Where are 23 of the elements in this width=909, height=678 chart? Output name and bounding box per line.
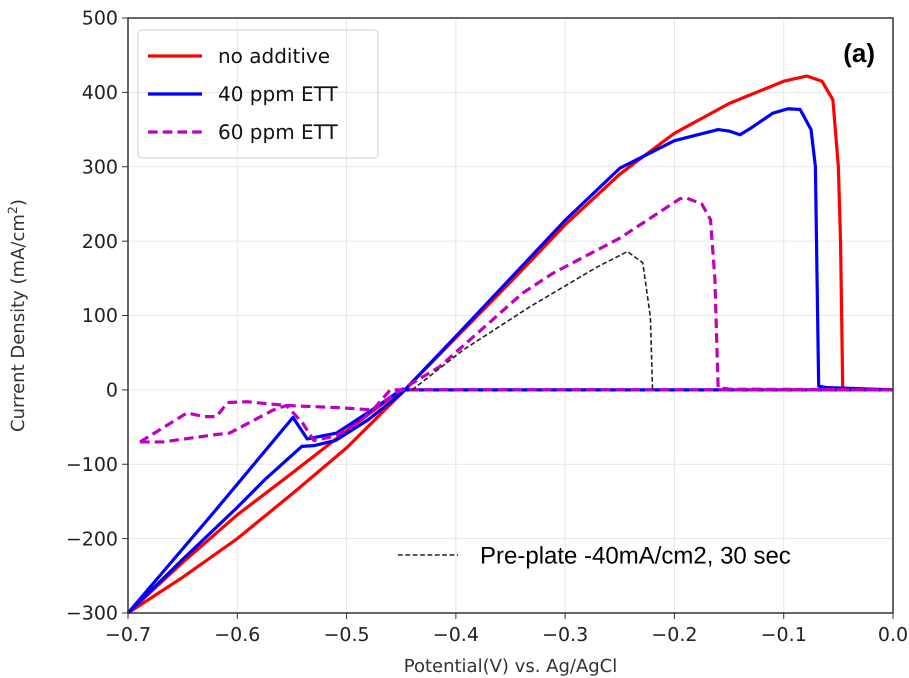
y-tick-label: 100 [82,305,118,328]
y-tick-label: 400 [82,82,118,104]
x-tick-label: −0.7 [104,624,152,646]
y-tick-label: −300 [66,602,118,625]
legend-label: no additive [218,44,330,68]
x-tick-label: −0.5 [324,624,370,646]
y-tick-label: −200 [66,528,118,550]
legend-label: 60 ppm ETT [218,120,339,144]
y-tick-label: 200 [82,230,118,253]
y-tick-label: 0 [106,380,118,402]
annotation: Pre-plate -40mA/cm2, 30 sec [480,542,791,570]
annotation: (a) [843,38,875,68]
x-axis-title: Potential(V) vs. Ag/AgCl [404,656,618,677]
y-tick-label: 300 [82,156,118,178]
y-tick-label: −100 [66,454,118,476]
x-tick-label: −0.2 [651,624,698,646]
legend-label: 40 ppm ETT [218,82,339,106]
x-tick-label: −0.3 [542,624,588,646]
x-tick-label: 0.0 [878,624,908,646]
y-tick-label: 500 [82,8,118,30]
x-tick-label: −0.4 [432,624,479,646]
x-tick-label: −0.6 [214,624,260,646]
x-tick-label: −0.1 [760,624,807,646]
